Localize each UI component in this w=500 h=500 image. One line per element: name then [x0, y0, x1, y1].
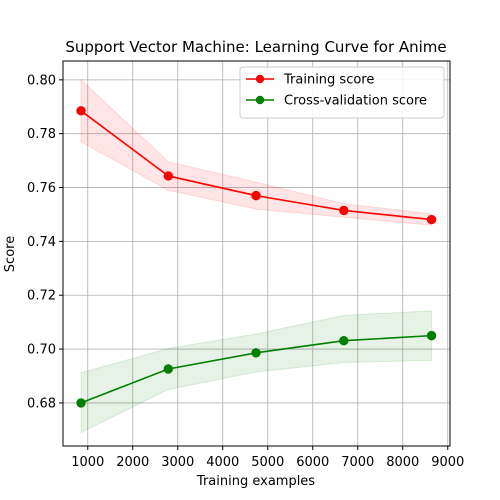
- plot-frame: [62, 60, 451, 447]
- data-point-training: [76, 106, 86, 116]
- x-tick-label: 3000: [161, 455, 194, 470]
- x-tick-label: 8000: [386, 455, 419, 470]
- legend: Training score Cross-validation score: [239, 66, 445, 119]
- y-tick-label: 0.72: [27, 289, 56, 304]
- legend-marker-cross-validation: [255, 95, 265, 105]
- plot-area: [63, 61, 450, 446]
- legend-label-training: Training score: [283, 73, 374, 88]
- data-point-training: [339, 205, 349, 216]
- x-tick-label: 1000: [71, 455, 104, 470]
- legend-box: [239, 66, 445, 119]
- y-tick-label: 0.76: [27, 181, 56, 196]
- data-point-training: [251, 190, 261, 201]
- confidence-band-cross-validation: [80, 310, 433, 434]
- data-point-cross-validation: [426, 330, 437, 341]
- legend-label-cross-validation: Cross-validation score: [284, 94, 427, 109]
- y-tick-label: 0.78: [27, 127, 56, 142]
- x-tick-label: 6000: [296, 455, 329, 470]
- y-axis-label: Score: [3, 236, 18, 272]
- x-tick-label: 2000: [116, 455, 149, 470]
- y-tick-label: 0.70: [27, 343, 56, 358]
- data-point-cross-validation: [76, 398, 86, 408]
- x-tick-label: 4000: [206, 455, 239, 470]
- data-point-cross-validation: [339, 336, 349, 346]
- legend-marker-training: [255, 74, 265, 84]
- y-tick-label: 0.74: [27, 235, 56, 250]
- x-axis-label: Training examples: [196, 474, 315, 489]
- y-tick-label: 0.80: [27, 73, 56, 88]
- data-point-training: [163, 171, 174, 181]
- data-point-cross-validation: [251, 348, 261, 358]
- y-tick-label: 0.68: [27, 396, 56, 411]
- confidence-band-training: [80, 78, 433, 226]
- x-tick-label: 5000: [251, 455, 284, 470]
- data-point-cross-validation: [163, 364, 174, 374]
- x-tick-label: 7000: [341, 455, 374, 470]
- data-point-training: [426, 214, 437, 225]
- chart-title: Support Vector Machine: Learning Curve f…: [65, 38, 446, 56]
- x-tick-label: 9000: [431, 455, 464, 470]
